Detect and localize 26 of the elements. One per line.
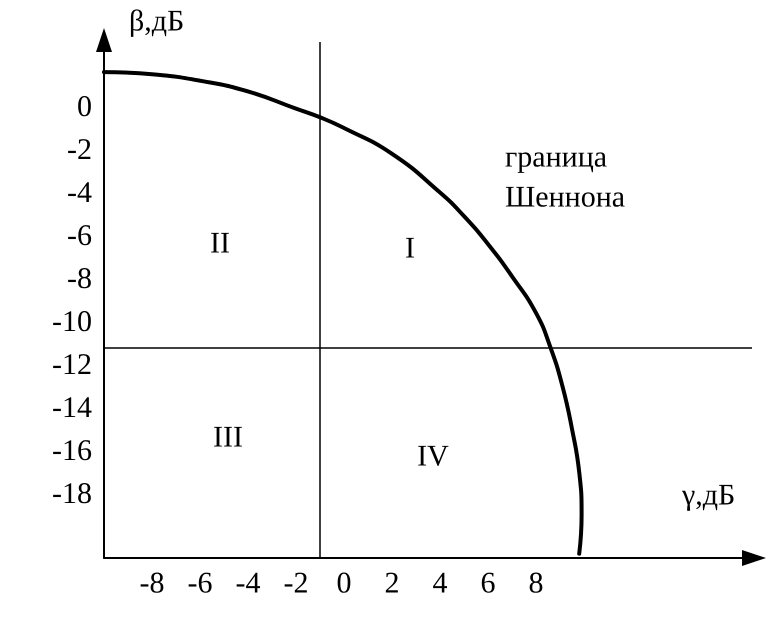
annotation: граница Шеннона — [505, 140, 626, 214]
x-tick-label: -4 — [236, 566, 260, 600]
y-tick-label: -8 — [67, 262, 92, 295]
annotation: III — [213, 420, 243, 454]
y-axis-title: β,дБ — [129, 4, 184, 38]
x-tick-label: 2 — [384, 566, 400, 600]
y-tick-label: -14 — [52, 391, 92, 424]
x-tick-label: 0 — [336, 566, 352, 600]
y-tick-label: -10 — [52, 305, 92, 338]
x-tick-label: 6 — [480, 566, 496, 600]
y-tick-label: -18 — [52, 477, 92, 510]
annotation: IV — [417, 440, 450, 472]
y-tick-label: 0 — [77, 90, 92, 123]
x-tick-label: -8 — [140, 566, 164, 600]
y-tick-label: -4 — [67, 176, 92, 209]
x-tick-label: -6 — [188, 566, 212, 600]
annotation: II — [210, 226, 230, 260]
y-tick-label: -16 — [52, 434, 92, 467]
annotation: I — [405, 232, 415, 264]
y-tick-label: -6 — [67, 219, 92, 252]
x-axis-title: γ,дБ — [681, 478, 736, 512]
y-tick-label: -2 — [67, 133, 92, 166]
x-tick-label: 8 — [528, 566, 544, 600]
x-tick-label: -2 — [284, 566, 308, 600]
y-tick-label: -12 — [52, 348, 92, 381]
x-tick-label: 4 — [432, 566, 448, 600]
